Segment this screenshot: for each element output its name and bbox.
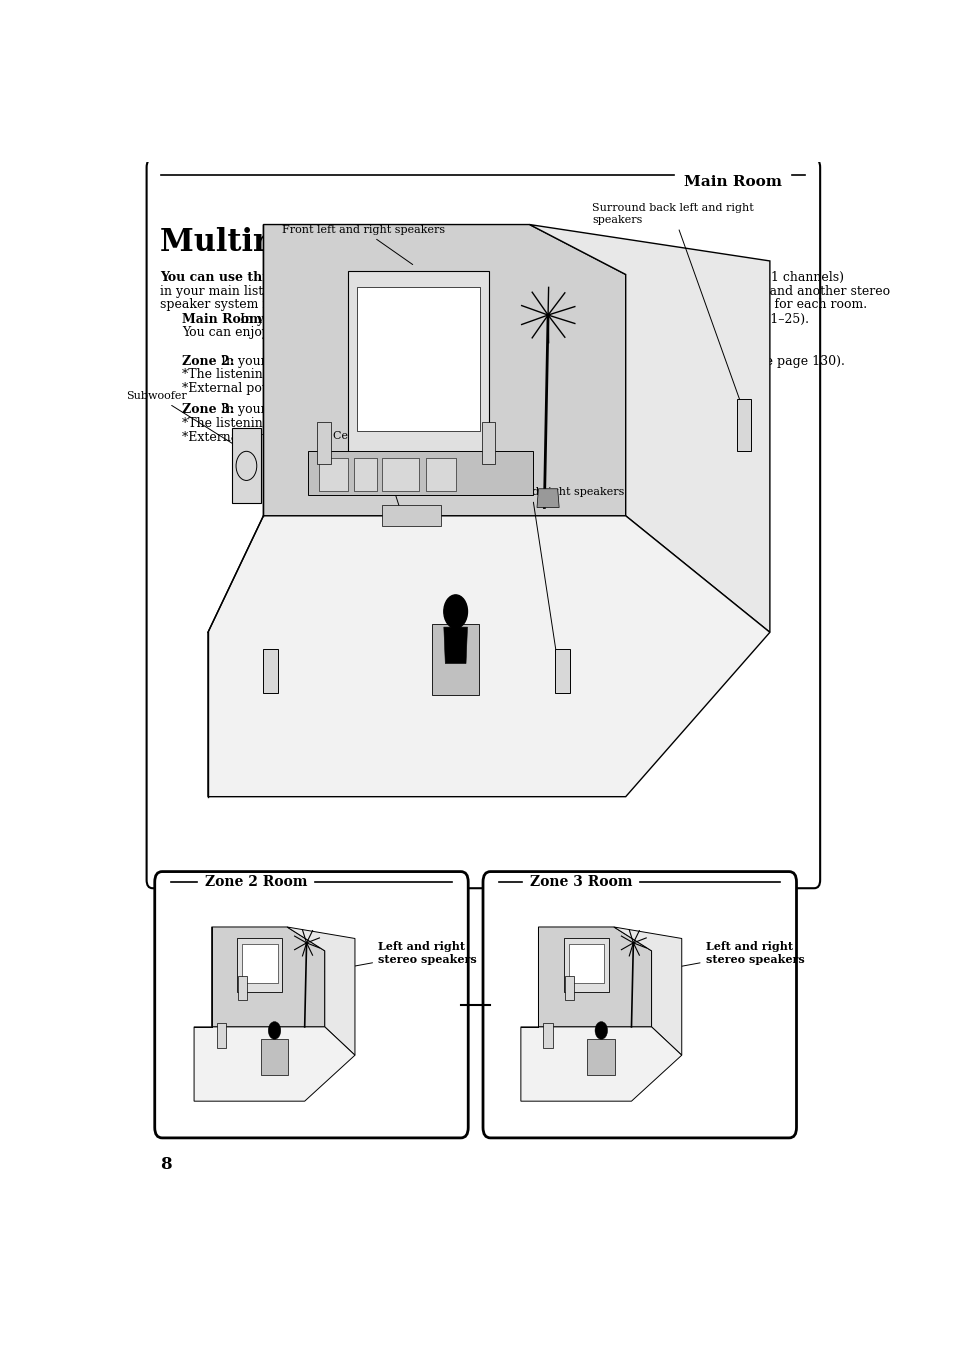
Text: Surround left and right speakers: Surround left and right speakers: [438, 486, 624, 669]
FancyBboxPatch shape: [381, 505, 440, 526]
FancyBboxPatch shape: [238, 975, 247, 1000]
Text: 8: 8: [160, 1156, 172, 1173]
Text: Front left and right speakers: Front left and right speakers: [281, 224, 444, 265]
Polygon shape: [432, 624, 478, 694]
Text: In your main listening room, you can enjoy up to 7.1-channel playback (see pages: In your main listening room, you can enj…: [239, 313, 808, 326]
FancyBboxPatch shape: [426, 458, 456, 490]
Text: Multiroom Capability: Multiroom Capability: [160, 227, 525, 258]
FancyBboxPatch shape: [216, 1023, 226, 1048]
FancyBboxPatch shape: [381, 458, 418, 490]
FancyBboxPatch shape: [737, 400, 750, 451]
FancyBboxPatch shape: [147, 159, 820, 888]
FancyBboxPatch shape: [263, 648, 278, 693]
FancyBboxPatch shape: [232, 428, 261, 504]
Text: Zone 2 Room: Zone 2 Room: [205, 875, 307, 889]
Text: speaker system in a third room that we call Zone 3. And, you can select a differ: speaker system in a third room that we c…: [160, 299, 866, 311]
Circle shape: [595, 1021, 607, 1039]
Polygon shape: [263, 224, 625, 516]
Polygon shape: [236, 939, 282, 992]
FancyBboxPatch shape: [354, 458, 376, 490]
Text: Main Room:: Main Room:: [182, 313, 267, 326]
FancyBboxPatch shape: [543, 1023, 553, 1048]
Polygon shape: [193, 1027, 355, 1101]
Text: Center speaker: Center speaker: [333, 431, 419, 519]
Text: In your Zone 3 room, you can enjoy 2-channel stereo playback (see page 131).: In your Zone 3 room, you can enjoy 2-cha…: [220, 404, 717, 416]
Text: Zone 3:: Zone 3:: [182, 404, 234, 416]
Polygon shape: [568, 944, 604, 982]
FancyBboxPatch shape: [481, 422, 495, 463]
Polygon shape: [241, 944, 277, 982]
Text: *External power amplifier required.: *External power amplifier required.: [182, 381, 410, 394]
Text: in your main listening room, a stereo speaker system in a second room, or Zone 2: in your main listening room, a stereo sp…: [160, 285, 889, 297]
Polygon shape: [520, 1027, 681, 1101]
Polygon shape: [537, 927, 651, 1027]
Polygon shape: [308, 451, 533, 494]
Polygon shape: [613, 927, 681, 1055]
Text: *External power amplifier required.: *External power amplifier required.: [182, 431, 410, 443]
Text: Left and right
stereo speakers: Left and right stereo speakers: [633, 940, 803, 975]
FancyBboxPatch shape: [154, 871, 468, 1138]
Circle shape: [443, 594, 467, 628]
Text: Subwoofer: Subwoofer: [127, 392, 242, 450]
Polygon shape: [260, 1039, 288, 1074]
Polygon shape: [563, 939, 608, 992]
Polygon shape: [587, 1039, 615, 1074]
Polygon shape: [208, 516, 769, 797]
Text: In your Zone 2 room, you can enjoy 2-channel stereo playback and video playback : In your Zone 2 room, you can enjoy 2-cha…: [220, 354, 843, 367]
Text: Surround back left and right
speakers: Surround back left and right speakers: [592, 203, 754, 409]
Polygon shape: [443, 627, 467, 663]
Text: Main Room: Main Room: [683, 174, 781, 189]
Text: *The listening modes cannot be used with Zone 2 and Zone 3.: *The listening modes cannot be used with…: [182, 417, 574, 430]
FancyBboxPatch shape: [564, 975, 574, 1000]
FancyBboxPatch shape: [555, 648, 570, 693]
Polygon shape: [357, 286, 479, 431]
FancyBboxPatch shape: [482, 871, 796, 1138]
Text: You can enjoy the various listening modes such as Dolby, DTS, and THX (see pages: You can enjoy the various listening mode…: [182, 327, 766, 339]
Text: Zone 3 Room: Zone 3 Room: [530, 875, 632, 889]
Text: *The listening modes cannot be used with Zone 2 and Zone 3.: *The listening modes cannot be used with…: [182, 367, 574, 381]
FancyBboxPatch shape: [318, 458, 348, 490]
Polygon shape: [212, 927, 324, 1027]
Polygon shape: [529, 224, 769, 632]
FancyBboxPatch shape: [317, 422, 331, 463]
Polygon shape: [287, 927, 355, 1055]
Polygon shape: [537, 489, 558, 508]
Text: Zone 2:: Zone 2:: [182, 354, 234, 367]
Polygon shape: [348, 272, 488, 458]
Text: You can use three speaker systems with this AV controller: You can use three speaker systems with t…: [160, 272, 566, 284]
Text: —a surround-sound speaker system (up to 7.1 channels): —a surround-sound speaker system (up to …: [486, 272, 842, 284]
Circle shape: [268, 1021, 280, 1039]
Text: Left and right
stereo speakers: Left and right stereo speakers: [305, 940, 476, 975]
